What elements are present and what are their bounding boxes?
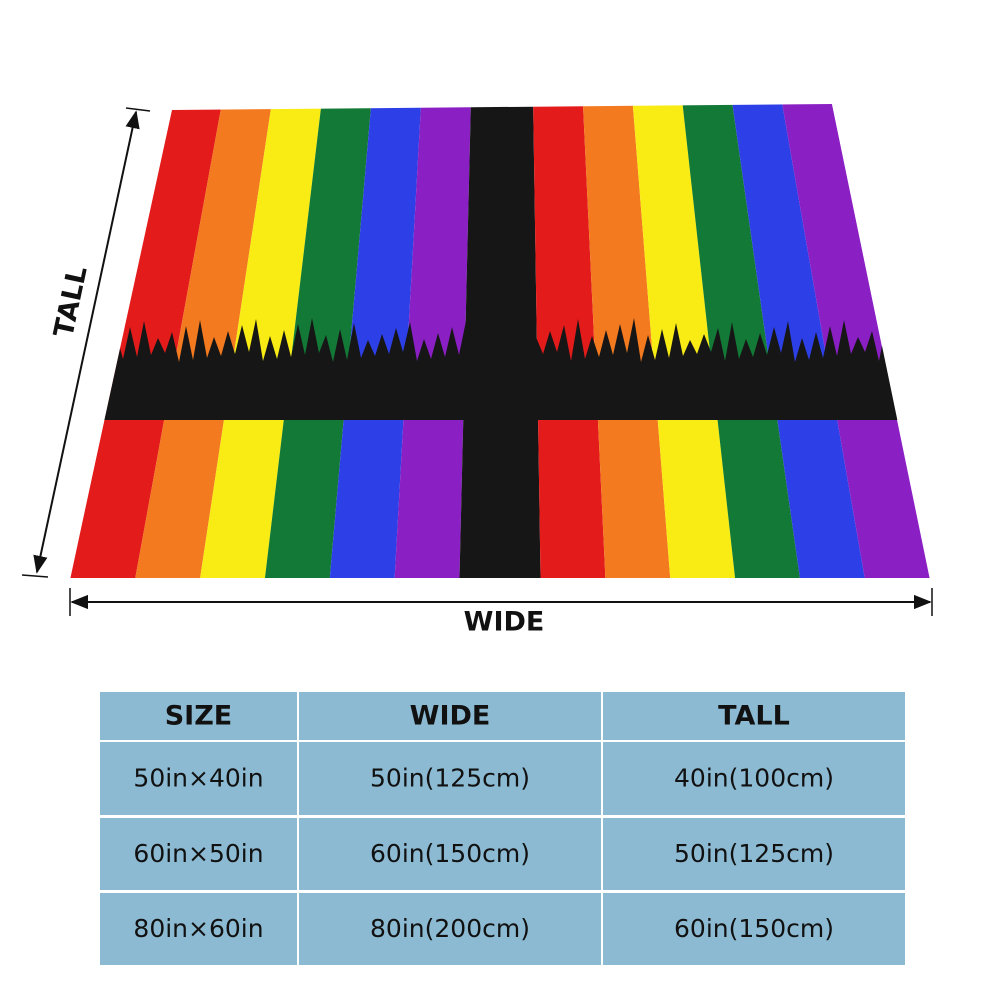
header-text: TALL [718, 701, 790, 732]
table-cell [100, 818, 297, 890]
cell-text: 50in×40in [133, 764, 263, 793]
header-text: SIZE [165, 701, 233, 732]
stripe [582, 104, 671, 578]
table-cell [299, 692, 601, 740]
table-cell [299, 818, 601, 890]
table-cell [100, 893, 297, 965]
table-cell [603, 818, 905, 890]
table-cell [603, 893, 905, 965]
stripe [329, 104, 422, 578]
blanket [70, 104, 930, 578]
table-cell [299, 742, 601, 815]
cell-text: 50in(125cm) [370, 764, 530, 793]
stripe [459, 104, 541, 578]
stripe [199, 104, 322, 578]
tick [21, 574, 49, 578]
tick [125, 107, 151, 112]
cell-text: 80in(200cm) [370, 914, 530, 943]
table-cell [100, 692, 297, 740]
stripe [394, 104, 471, 578]
stripe [533, 104, 606, 578]
table-cell [100, 742, 297, 815]
stripe [632, 104, 736, 578]
table-cell [603, 692, 905, 740]
cell-text: 40in(100cm) [674, 764, 834, 793]
header-text: WIDE [410, 701, 491, 732]
table-cell [603, 742, 905, 815]
size-table: SIZE WIDE TALL 50in×40in 50in(125cm) 40in(100… [100, 692, 905, 965]
cell-text: 80in×60in [133, 914, 263, 943]
stripe [732, 104, 866, 578]
black-band [70, 318, 930, 420]
cell-text: 60in(150cm) [370, 839, 530, 868]
tall-label: TALL [48, 264, 93, 341]
table-cell [299, 893, 601, 965]
stripe [264, 104, 372, 578]
cell-text: 60in(150cm) [674, 914, 834, 943]
wide-label: WIDE [464, 607, 545, 638]
cell-text: 50in(125cm) [674, 839, 834, 868]
stripe [682, 104, 801, 578]
tall-arrow [33, 110, 140, 574]
cell-text: 60in×50in [133, 839, 263, 868]
